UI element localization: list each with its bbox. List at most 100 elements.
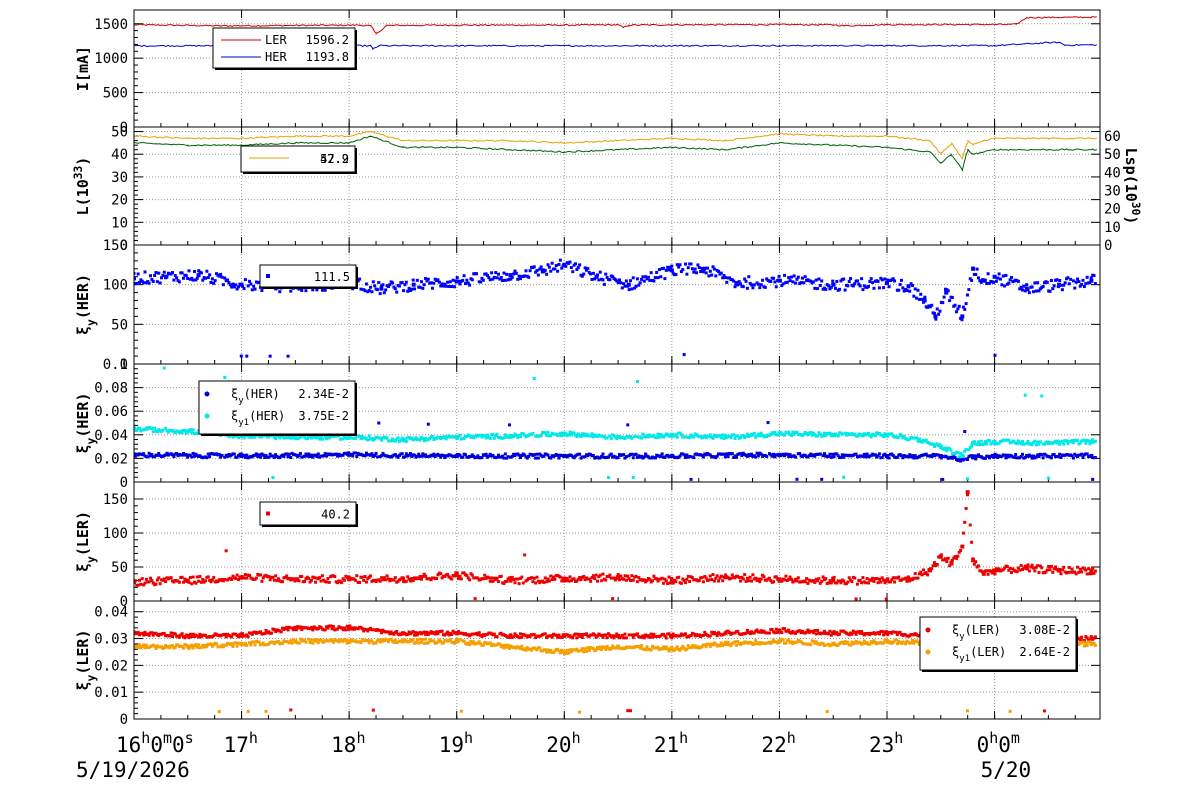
data-point xyxy=(539,265,543,269)
data-point xyxy=(883,452,887,456)
data-point xyxy=(402,140,404,142)
data-point xyxy=(734,281,739,286)
data-point xyxy=(734,455,738,459)
data-point xyxy=(374,451,378,455)
data-point xyxy=(536,456,540,460)
data-point xyxy=(871,281,875,285)
data-point xyxy=(891,277,895,281)
data-point xyxy=(989,569,993,573)
data-point xyxy=(795,277,799,281)
data-point xyxy=(836,454,840,458)
data-point xyxy=(415,454,419,458)
data-point xyxy=(701,455,705,459)
data-point xyxy=(666,582,670,586)
data-point xyxy=(652,632,656,636)
data-point xyxy=(1082,285,1086,289)
data-point xyxy=(646,435,650,439)
data-point xyxy=(293,435,298,440)
data-point xyxy=(772,452,776,456)
data-point xyxy=(846,284,850,288)
data-point xyxy=(572,577,576,581)
data-point xyxy=(787,628,791,632)
data-point xyxy=(974,560,978,564)
data-point xyxy=(602,434,606,438)
data-point xyxy=(897,288,901,292)
data-point xyxy=(446,630,450,634)
data-point xyxy=(240,137,243,139)
data-point xyxy=(1003,284,1007,288)
data-point xyxy=(983,456,987,460)
data-point xyxy=(443,456,447,460)
data-point xyxy=(905,289,909,293)
data-point xyxy=(912,641,916,645)
data-point xyxy=(659,275,663,279)
data-point xyxy=(831,452,835,456)
data-point xyxy=(1038,564,1042,568)
data-point xyxy=(758,580,762,584)
data-point xyxy=(520,635,524,639)
data-point xyxy=(524,269,528,273)
data-point xyxy=(777,431,782,436)
data-point xyxy=(917,642,921,646)
data-point xyxy=(576,432,580,436)
data-point xyxy=(543,632,547,636)
data-point xyxy=(344,638,348,642)
data-point xyxy=(627,577,631,581)
data-point xyxy=(300,288,304,292)
data-point xyxy=(858,284,862,288)
data-point xyxy=(648,577,652,581)
data-point xyxy=(403,455,407,459)
data-point xyxy=(876,279,880,283)
data-point xyxy=(795,579,799,583)
data-point xyxy=(567,651,571,655)
data-point xyxy=(271,575,275,579)
data-point xyxy=(204,579,208,583)
data-point xyxy=(853,282,857,286)
data-point xyxy=(400,631,405,636)
data-point xyxy=(1060,439,1064,443)
data-point xyxy=(337,640,341,644)
data-point xyxy=(770,454,774,458)
data-point xyxy=(487,454,491,458)
legend-box xyxy=(259,264,357,288)
data-point xyxy=(688,580,692,584)
data-point xyxy=(968,446,972,450)
data-point xyxy=(838,579,842,583)
data-point xyxy=(708,644,712,648)
data-point xyxy=(604,633,608,637)
data-point xyxy=(510,575,514,579)
data-point xyxy=(311,455,315,459)
data-point xyxy=(182,276,186,280)
data-point xyxy=(589,579,593,583)
data-point xyxy=(937,312,941,316)
data-point xyxy=(553,267,557,271)
data-point xyxy=(437,454,441,458)
data-point xyxy=(246,284,250,288)
data-point xyxy=(177,580,181,584)
data-point xyxy=(993,572,997,576)
data-point xyxy=(816,628,820,632)
data-point xyxy=(304,452,308,456)
data-point xyxy=(550,635,554,639)
data-point xyxy=(477,640,481,644)
data-point xyxy=(153,273,157,277)
data-point xyxy=(188,576,192,580)
data-point xyxy=(853,630,857,634)
data-point xyxy=(208,455,212,459)
data-point xyxy=(743,277,747,281)
data-point xyxy=(583,647,587,651)
data-point xyxy=(761,278,765,282)
data-point xyxy=(547,650,551,654)
data-point xyxy=(147,580,151,584)
data-point xyxy=(223,376,227,380)
data-point xyxy=(410,287,414,291)
y-tick-label: 0 xyxy=(120,475,128,491)
data-point xyxy=(1032,290,1036,294)
data-point xyxy=(662,581,666,585)
data-point xyxy=(564,579,568,583)
data-point xyxy=(226,454,230,458)
data-point xyxy=(960,452,964,456)
data-point xyxy=(300,575,304,579)
data-point xyxy=(1015,442,1019,446)
data-point xyxy=(326,576,330,580)
